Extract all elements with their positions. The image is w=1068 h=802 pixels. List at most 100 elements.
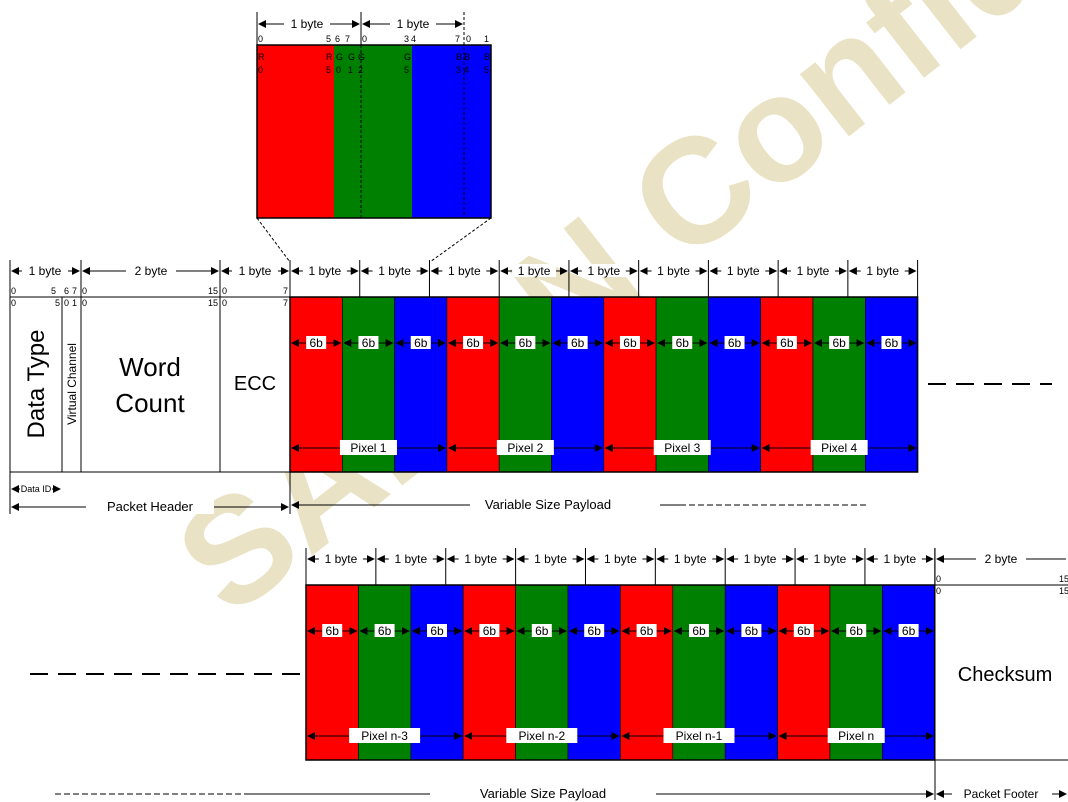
six-bit-label: 6b — [309, 336, 323, 350]
byte-label: 1 byte — [534, 552, 567, 566]
zoom-channel-bit: 5 — [404, 65, 409, 75]
ecc-1byte-label: 1 byte — [239, 264, 272, 278]
dt-1byte-label: 1 byte — [29, 264, 62, 278]
zoom-frame — [256, 44, 492, 219]
byte-label: 1 byte — [657, 264, 690, 278]
zoom-bit-index: 0 — [362, 34, 367, 44]
zoom-channel-bit: 2 — [358, 65, 363, 75]
byte-label: 1 byte — [884, 552, 917, 566]
subpixel-block — [289, 296, 343, 473]
zoom-channel-letter: B — [464, 52, 470, 62]
subpixel-block — [603, 296, 657, 473]
byte-label-box — [651, 264, 696, 277]
six-bit-box — [672, 336, 693, 349]
hdr-bit: 15 — [208, 298, 218, 308]
byte-label: 1 byte — [464, 552, 497, 566]
pixel-label: Pixel n-2 — [518, 729, 565, 743]
packet-header-label: Packet Header — [107, 499, 194, 514]
six-bit-label: 6b — [832, 336, 846, 350]
payload-row-1: 6b 6b 6b 6b 6b 6b 6b 6b 6b 6b 6b 6b Pixel 1 Pixel 2 Pi… — [289, 260, 919, 473]
zoom-channel-letter: G — [358, 52, 365, 62]
six-bit-label: 6b — [326, 624, 340, 638]
packet-footer-label: Packet Footer — [964, 787, 1039, 801]
six-bit-box — [846, 624, 867, 637]
byte-label: 1 byte — [394, 552, 427, 566]
hdr-bit: 0 — [82, 298, 87, 308]
packet-row-2: 6b 6b 6b 6b 6b 6b 6b 6b 6b 6b 6b 6b Pixel n-3 Pixel n… — [30, 548, 1068, 801]
byte-label-box — [598, 552, 643, 565]
hdr-bit: 0 — [222, 286, 227, 296]
subpixel-block — [708, 296, 762, 473]
pixel-label: Pixel n — [838, 729, 874, 743]
subpixel-block — [446, 296, 500, 473]
zoom-channel-letter: G — [404, 52, 411, 62]
packet-row-1: Data Type Virtual Channel Word Count ECC… — [9, 260, 1052, 514]
six-bit-box — [724, 336, 745, 349]
six-bit-box — [881, 336, 902, 349]
six-bit-box — [479, 624, 500, 637]
byte-label-box — [512, 264, 557, 277]
data-type-field — [9, 296, 63, 473]
six-bit-box — [358, 336, 379, 349]
byte-label-box — [877, 552, 922, 565]
six-bit-box — [829, 336, 850, 349]
payload-row-2: 6b 6b 6b 6b 6b 6b 6b 6b 6b 6b 6b 6b Pixel n-3 Pixel n… — [305, 548, 936, 761]
byte-label: 1 byte — [866, 264, 899, 278]
six-bit-box — [776, 336, 797, 349]
six-bit-label: 6b — [850, 624, 864, 638]
wc-2byte-label: 2 byte — [135, 264, 168, 278]
ftr-bit: 15 — [1059, 586, 1068, 596]
zoom-1byte-label-1: 1 byte — [291, 17, 324, 31]
zoom-channel-letter: R — [326, 52, 333, 62]
hdr-bit: 5 — [51, 286, 56, 296]
six-bit-box — [793, 624, 814, 637]
zoom-bit-index: 5 — [326, 34, 331, 44]
hdr-bit: 7 — [283, 298, 288, 308]
byte-label-box — [302, 264, 347, 277]
subpixel-block — [760, 296, 814, 473]
six-bit-box — [427, 624, 447, 637]
six-bit-label: 6b — [483, 624, 497, 638]
byte-label: 1 byte — [814, 552, 847, 566]
six-bit-box — [584, 624, 605, 637]
pixel-label-box — [349, 728, 421, 743]
six-bit-label: 6b — [745, 624, 759, 638]
data-type-label: Data Type — [23, 330, 50, 439]
six-bit-box — [374, 624, 395, 637]
byte-label: 1 byte — [518, 264, 551, 278]
pixel-label: Pixel 1 — [350, 441, 386, 455]
six-bit-label: 6b — [466, 336, 480, 350]
ftr-bit: 15 — [1059, 574, 1068, 584]
hdr-bit: 0 — [64, 298, 69, 308]
byte-label-box — [372, 264, 417, 277]
six-bit-label: 6b — [728, 336, 742, 350]
byte-label-box — [458, 552, 503, 565]
zoom-bit-index: 3 — [404, 34, 409, 44]
hdr-bit: 0 — [82, 286, 87, 296]
pixel-label-box — [653, 440, 711, 455]
six-bit-label: 6b — [414, 336, 428, 350]
zoom-bit-index: 6 — [335, 34, 340, 44]
hdr-bit: 0 — [11, 286, 16, 296]
zoom-bit-index: 7 — [345, 34, 350, 44]
hdr-bit: 1 — [72, 298, 77, 308]
zoom-bit-index: 0 — [466, 34, 471, 44]
six-bit-label: 6b — [692, 624, 706, 638]
byte-label-box — [581, 264, 626, 277]
pixel-label: Pixel 3 — [664, 441, 700, 455]
word-count-field — [80, 296, 221, 473]
zoom-channel-letter: B — [456, 52, 462, 62]
ecc-label: ECC — [234, 373, 276, 395]
pixel-label: Pixel n-1 — [676, 729, 723, 743]
zoom-channel-bit: 0 — [336, 65, 341, 75]
variable-size-payload-label-1: Variable Size Payload — [485, 497, 611, 512]
byte-label: 1 byte — [448, 264, 481, 278]
byte-label-box — [791, 264, 835, 277]
hdr-bit: 5 — [55, 298, 60, 308]
subpixel-block — [394, 296, 448, 473]
byte-label-box — [318, 552, 363, 565]
checksum-2byte-label: 2 byte — [985, 552, 1018, 566]
zoom-channel-bit: 0 — [258, 65, 263, 75]
